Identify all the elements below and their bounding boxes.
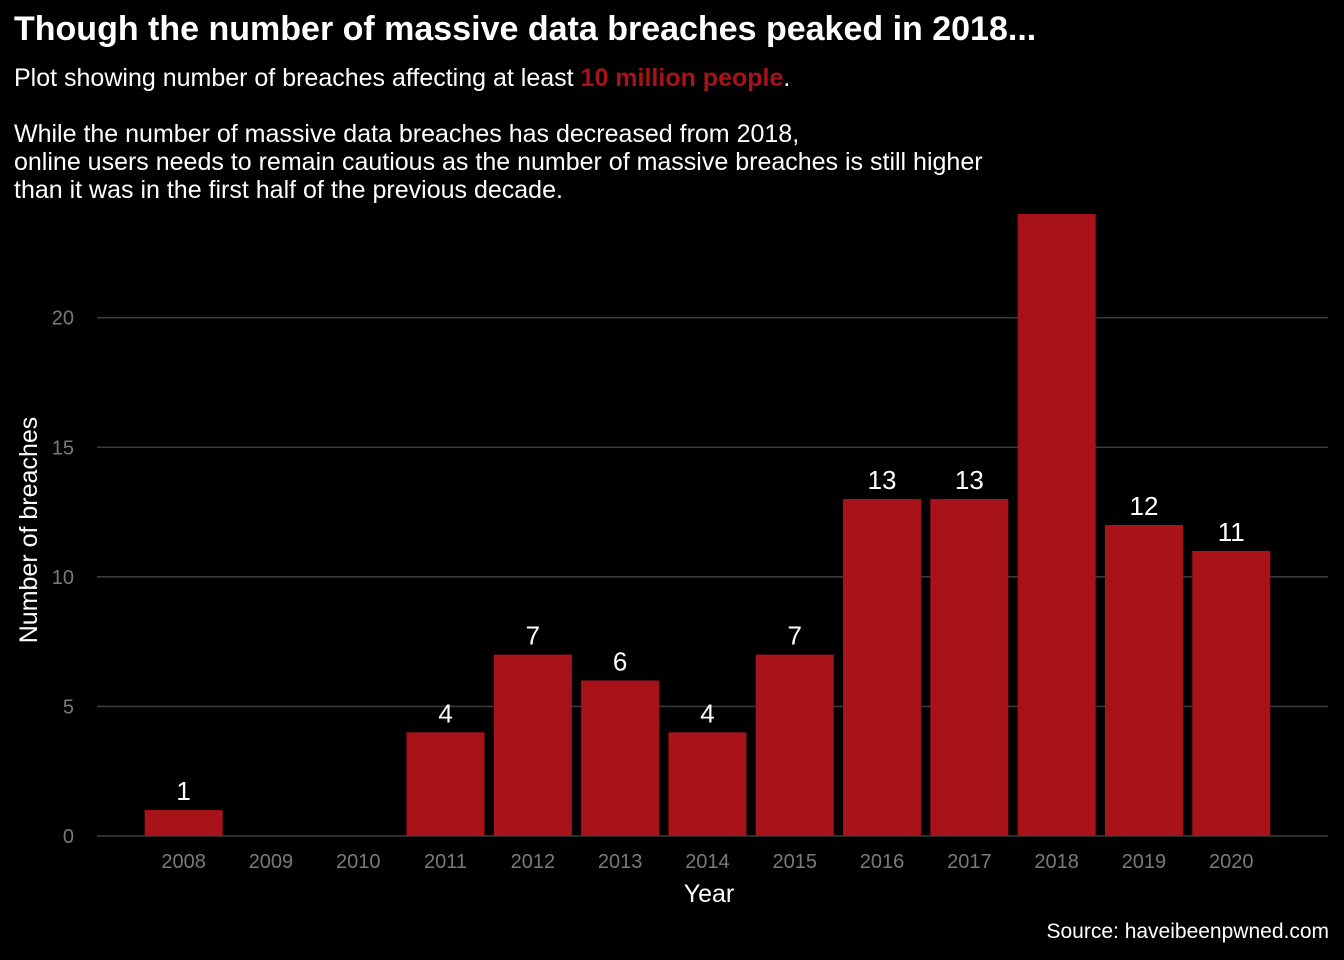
data-label-2020: 11 bbox=[1218, 517, 1245, 547]
x-tick-label-2017: 2017 bbox=[947, 851, 992, 873]
y-tick-label-20: 20 bbox=[52, 308, 74, 330]
description-line-2: online users needs to remain cautious as… bbox=[14, 148, 983, 176]
description-line-3: than it was in the first half of the pre… bbox=[14, 176, 563, 204]
y-tick-label-15: 15 bbox=[52, 437, 74, 459]
x-tick-label-2016: 2016 bbox=[860, 851, 905, 873]
bar-2020 bbox=[1192, 550, 1271, 836]
y-axis-ticks: 0 5 10 15 20 bbox=[52, 308, 74, 848]
x-tick-label-2009: 2009 bbox=[249, 851, 294, 873]
x-tick-label-2015: 2015 bbox=[773, 851, 818, 873]
x-axis-ticks: 2008 2009 2010 2011 2012 2013 2014 2015 2016 2017… bbox=[161, 851, 1253, 873]
subtitle-highlight: 10 million people bbox=[580, 64, 784, 92]
x-tick-label-2008: 2008 bbox=[161, 851, 206, 873]
x-tick-label-2013: 2013 bbox=[598, 851, 643, 873]
subtitle-prefix: Plot showing number of breaches affectin… bbox=[14, 64, 581, 92]
y-tick-label-0: 0 bbox=[63, 826, 74, 848]
data-label-2014: 4 bbox=[700, 698, 714, 728]
data-label-2015: 7 bbox=[788, 621, 802, 651]
bar-2018 bbox=[1017, 214, 1096, 836]
y-tick-label-5: 5 bbox=[63, 696, 74, 718]
x-tick-label-2020: 2020 bbox=[1209, 851, 1254, 873]
bar-2013 bbox=[581, 680, 660, 836]
y-axis-title: Number of breaches bbox=[15, 417, 43, 644]
data-label-2013: 6 bbox=[613, 647, 627, 677]
data-label-2011: 4 bbox=[438, 698, 452, 728]
x-axis-title: Year bbox=[684, 880, 735, 908]
bar-2015 bbox=[755, 654, 834, 836]
bar-2017 bbox=[930, 499, 1009, 836]
bar-2019 bbox=[1104, 525, 1183, 836]
data-label-2012: 7 bbox=[526, 621, 540, 651]
data-label-2019: 12 bbox=[1129, 491, 1158, 521]
subtitle-suffix: . bbox=[783, 64, 791, 92]
bar-2008 bbox=[144, 810, 223, 836]
data-labels: 1 4 7 6 4 7 13 13 12 11 bbox=[176, 465, 1244, 806]
x-tick-label-2010: 2010 bbox=[336, 851, 381, 873]
source-caption: Source: haveibeenpwned.com bbox=[1046, 920, 1329, 943]
bars bbox=[144, 214, 1271, 836]
x-tick-label-2018: 2018 bbox=[1034, 851, 1079, 873]
x-tick-label-2014: 2014 bbox=[685, 851, 730, 873]
data-label-2017: 13 bbox=[955, 465, 984, 495]
chart-description: While the number of massive data breache… bbox=[14, 120, 983, 204]
data-label-2016: 13 bbox=[868, 465, 897, 495]
chart-subtitle: Plot showing number of breaches affectin… bbox=[14, 64, 790, 93]
description-line-1: While the number of massive data breache… bbox=[14, 120, 800, 148]
x-tick-label-2011: 2011 bbox=[424, 851, 467, 873]
bar-2016 bbox=[843, 499, 922, 836]
data-label-2008: 1 bbox=[176, 776, 190, 806]
bar-2012 bbox=[493, 654, 572, 836]
chart-title: Though the number of massive data breach… bbox=[14, 10, 1037, 48]
x-tick-label-2012: 2012 bbox=[511, 851, 556, 873]
x-tick-label-2019: 2019 bbox=[1122, 851, 1167, 873]
y-tick-label-10: 10 bbox=[52, 567, 74, 589]
bar-2014 bbox=[668, 732, 747, 836]
bar-2011 bbox=[406, 732, 485, 836]
